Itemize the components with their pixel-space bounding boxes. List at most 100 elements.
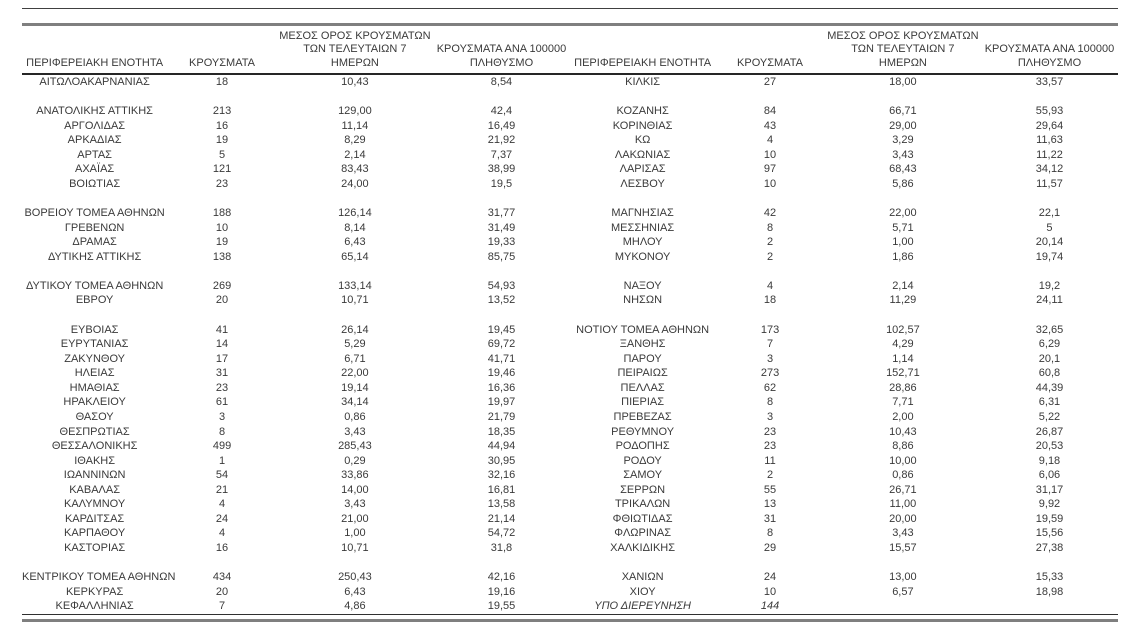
per100k-cell: 8,54 [490, 76, 513, 88]
per100k-cell: 5,22 [1038, 410, 1061, 423]
cases-cell: 1 [218, 454, 226, 467]
table-row: ΙΘΑΚΗΣ 1 0,29 30,95 [22, 454, 570, 469]
region-cell: ΙΩΑΝΝΙΝΩΝ [63, 469, 126, 482]
table-row [22, 192, 570, 207]
region-cell: ΑΝΑΤΟΛΙΚΗΣ ΑΤΤΙΚΗΣ [36, 105, 153, 118]
per100k-cell: 42,4 [490, 105, 513, 118]
table-row: ΚΩ 4 3,29 11,63 [570, 133, 1118, 148]
avg7-cell: 3,43 [344, 498, 366, 511]
cases-cell: 2 [766, 469, 774, 482]
region-cell: ΙΘΑΚΗΣ [74, 454, 116, 467]
per100k-cell: 18,98 [1035, 585, 1064, 598]
avg7-cell: 14,00 [341, 483, 369, 496]
region-cell [22, 308, 167, 323]
avg7-cell: 6,43 [344, 236, 366, 249]
col-header-per100k: ΚΡΟΥΣΜΑΤΑ ΑΝΑ 100000 ΠΛΗΘΥΣΜΟ [981, 43, 1118, 70]
per100k-cell [981, 192, 1118, 207]
region-cell [570, 192, 715, 207]
table-row: ΥΠΟ ΔΙΕΡΕΥΝΗΣΗ 144 [570, 599, 1118, 614]
avg7-cell: 15,57 [889, 542, 917, 554]
table-row: ΑΡΤΑΣ 5 2,14 7,37 [22, 148, 570, 163]
table-row: ΝΑΞΟΥ 4 2,14 19,2 [570, 279, 1118, 294]
region-cell: ΚΩ [634, 134, 651, 147]
per100k-cell: 9,18 [1038, 454, 1061, 467]
avg7-cell: 26,14 [341, 323, 369, 336]
table-row: ΚΙΛΚΙΣ 27 18,00 33,57 [570, 75, 1118, 90]
table-row [570, 264, 1118, 279]
cases-cell: 273 [760, 367, 780, 380]
table-row: ΡΕΘΥΜΝΟΥ 23 10,43 26,87 [570, 425, 1118, 440]
per100k-cell: 44,39 [1035, 381, 1064, 394]
region-cell: ΘΕΣΠΡΩΤΙΑΣ [59, 425, 130, 438]
cases-cell: 4 [218, 498, 226, 511]
table-row: ΡΟΔΟΠΗΣ 23 8,86 20,53 [570, 439, 1118, 454]
table-row: ΕΒΡΟΥ 20 10,71 13,52 [22, 293, 570, 308]
region-cell: ΝΑΞΟΥ [623, 279, 662, 292]
region-cell: ΞΑΝΘΗΣ [619, 338, 666, 351]
cases-cell: 16 [215, 119, 229, 132]
avg7-cell: 5,86 [892, 177, 914, 190]
region-cell: ΣΑΜΟΥ [623, 469, 663, 482]
table-row: ΛΑΡΙΣΑΣ 97 68,43 34,12 [570, 162, 1118, 177]
per100k-cell: 32,65 [1035, 323, 1064, 336]
table-row: ΠΙΕΡΙΑΣ 8 7,71 6,31 [570, 395, 1118, 410]
cases-cell: 55 [763, 483, 777, 496]
region-cell: ΠΕΛΛΑΣ [620, 381, 665, 394]
per100k-cell: 15,56 [1035, 527, 1064, 540]
per100k-cell: 5 [1046, 221, 1053, 234]
table-row [22, 556, 570, 571]
region-cell: ΧΙΟΥ [629, 585, 656, 598]
region-cell: ΠΕΙΡΑΙΩΣ [617, 367, 668, 380]
per100k-cell: 16,36 [487, 381, 516, 394]
per100k-cell: 31,77 [487, 207, 516, 220]
region-cell: ΧΑΝΙΩΝ [621, 571, 664, 584]
table-row [22, 90, 570, 105]
region-cell [22, 90, 167, 105]
table-row: ΚΕΡΚΥΡΑΣ 20 6,43 19,16 [22, 585, 570, 600]
avg7-cell [825, 264, 981, 279]
cases-cell: 434 [212, 571, 232, 584]
per100k-cell: 15,33 [1035, 571, 1064, 584]
table-row: ΛΕΣΒΟΥ 10 5,86 11,57 [570, 177, 1118, 192]
table-row [570, 556, 1118, 571]
col-header-avg7: ΜΕΣΟΣ ΟΡΟΣ ΚΡΟΥΣΜΑΤΩΝ ΤΩΝ ΤΕΛΕΥΤΑΙΩΝ 7 Η… [277, 30, 433, 71]
table-row [22, 264, 570, 279]
avg7-cell: 10,43 [341, 76, 369, 88]
per100k-cell: 6,29 [1038, 338, 1061, 351]
per100k-cell: 31,49 [487, 221, 516, 234]
table-row: ΕΥΒΟΙΑΣ 41 26,14 19,45 [22, 323, 570, 338]
region-cell: ΜΑΓΝΗΣΙΑΣ [611, 207, 674, 220]
per100k-cell: 32,16 [487, 469, 516, 482]
per100k-cell [433, 308, 570, 323]
cases-cell: 8 [766, 396, 774, 409]
per100k-cell: 19,55 [487, 600, 516, 613]
avg7-cell: 0,86 [892, 469, 914, 482]
per100k-cell: 30,95 [487, 454, 516, 467]
per100k-cell: 6,06 [1038, 469, 1061, 482]
table-body-band: ΑΙΤΩΛΟΑΚΑΡΝΑΝΙΑΣ 1 8 10,43 8,54 ΑΝΑΤΟΛΙΚΗ… [22, 75, 1118, 615]
table-row [22, 308, 570, 323]
cases-cell: 61 [215, 396, 229, 409]
region-cell: ΗΜΑΘΙΑΣ [69, 381, 120, 394]
table-row: ΘΕΣΠΡΩΤΙΑΣ 8 3,43 18,35 [22, 425, 570, 440]
cases-cell: 23 [763, 425, 777, 438]
table-row: ΔΡΑΜΑΣ 19 6,43 19,33 [22, 235, 570, 250]
region-cell [22, 264, 167, 279]
region-cell: ΚΑΡΔΙΤΣΑΣ [64, 512, 125, 525]
table-body-left: ΑΙΤΩΛΟΑΚΑΡΝΑΝΙΑΣ 18 10,43 8,54 ΑΝΑΤΟΛΙΚΗ… [22, 75, 570, 614]
table-row: ΚΕΦΑΛΛΗΝΙΑΣ 7 4,86 19,55 [22, 599, 570, 614]
table-row: ΤΡΙΚΑΛΩΝ 13 11,00 9,92 [570, 497, 1118, 512]
table-row: ΜΥΚΟΝΟΥ 2 1,86 19,74 [570, 250, 1118, 265]
region-cell: ΓΡΕΒΕΝΩΝ [64, 221, 125, 234]
region-cell: ΑΙΤΩΛΟΑΚΑΡΝΑΝΙΑΣ [39, 76, 150, 88]
table-row: ΡΟΔΟΥ 11 10,00 9,18 [570, 454, 1118, 469]
col-header-avg7-line3: ΗΜΕΡΩΝ [330, 56, 379, 69]
per100k-cell [433, 264, 570, 279]
table-row: ΘΑΣΟΥ 3 0,86 21,79 [22, 410, 570, 425]
table-row: ΚΟΡΙΝΘΙΑΣ 43 29,00 29,64 [570, 119, 1118, 134]
region-cell: ΡΟΔΟΠΗΣ [615, 440, 670, 453]
col-header-per100k-line2: ΠΛΗΘΥΣΜΟ [1017, 56, 1082, 69]
per100k-cell: 11,57 [1036, 177, 1063, 190]
per100k-cell [981, 599, 1118, 614]
top-rule-thin [22, 8, 1118, 9]
